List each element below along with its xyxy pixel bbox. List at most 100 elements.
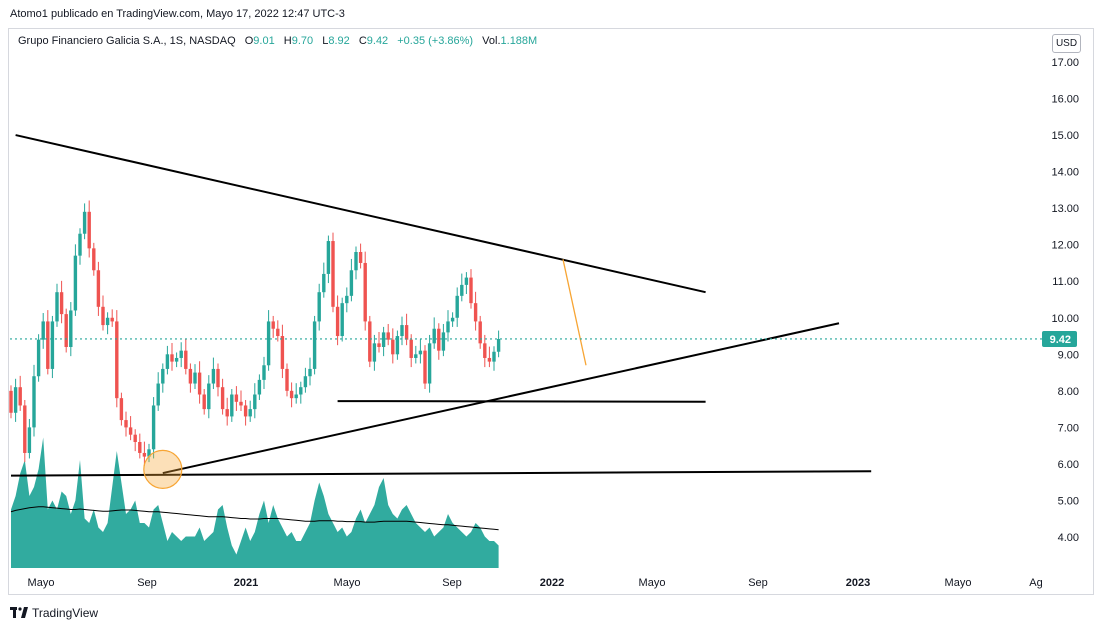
candle-body — [432, 328, 436, 344]
candle-body — [271, 321, 275, 329]
candle-body — [239, 401, 243, 406]
candle-body — [69, 310, 73, 347]
y-tick-label: 5.00 — [1058, 495, 1079, 507]
y-tick-label: 13.00 — [1051, 203, 1079, 215]
volume-area — [11, 437, 499, 568]
x-tick-label: Mayo — [945, 577, 972, 589]
candle-body — [441, 332, 446, 351]
close-label: C — [358, 35, 367, 47]
candle-body — [354, 252, 358, 271]
candle-body — [487, 357, 492, 362]
currency-button[interactable]: USD — [1052, 34, 1081, 53]
change-value: +0.35 (+3.86%) — [397, 35, 474, 47]
candle-body — [128, 427, 133, 435]
candle-body — [225, 409, 229, 417]
candle-body — [326, 241, 331, 274]
y-tick-label: 8.00 — [1058, 386, 1079, 398]
candle-body — [345, 295, 349, 304]
candle-body — [13, 387, 18, 413]
candle-body — [202, 394, 206, 410]
candle-body — [179, 350, 183, 358]
candle-body — [478, 321, 482, 344]
candle-body — [294, 394, 298, 399]
tradingview-logo-text: TradingView — [32, 606, 99, 620]
candle-body — [266, 321, 271, 366]
candle-body — [216, 368, 220, 388]
candle-body — [276, 328, 280, 337]
candle-body — [46, 321, 50, 369]
x-tick-label: 2022 — [540, 577, 564, 589]
candle-body — [473, 303, 478, 322]
candle-body — [423, 350, 427, 384]
candle-body — [257, 379, 262, 395]
y-tick-label: 16.00 — [1051, 94, 1079, 106]
candle-body — [248, 409, 252, 417]
candle-body — [455, 295, 459, 318]
y-tick-label: 10.00 — [1051, 313, 1079, 325]
candle-body — [317, 292, 321, 322]
candle-body — [82, 211, 87, 234]
candle-body — [161, 368, 165, 384]
candle-body — [377, 343, 381, 347]
candle-body — [188, 368, 193, 384]
candle-body — [124, 420, 128, 428]
candle-body — [492, 351, 496, 362]
candle-body — [73, 255, 78, 311]
open-value: 9.01 — [253, 35, 275, 47]
orange-trendline — [562, 259, 587, 366]
y-tick-label: 12.00 — [1051, 240, 1079, 252]
volume-label: Vol. — [482, 35, 501, 47]
candle-body — [23, 405, 27, 453]
candle-body — [32, 376, 36, 428]
candle-body — [36, 339, 41, 377]
candle-body — [450, 317, 455, 322]
volume-value: 1.188M — [500, 35, 538, 47]
candle-body — [105, 317, 110, 326]
candle-body — [207, 383, 211, 410]
candle-body — [18, 387, 22, 406]
x-tick-label: 2023 — [846, 577, 870, 589]
candle-body — [78, 233, 82, 256]
candle-body — [335, 306, 340, 337]
candle-body — [469, 277, 473, 304]
candle-body — [280, 336, 285, 369]
tradingview-logo: TradingView — [10, 606, 98, 620]
candle-body — [483, 343, 487, 358]
candle-body — [92, 248, 96, 271]
candle-body — [418, 350, 423, 355]
candle-body — [391, 339, 395, 355]
candle-body — [9, 390, 13, 413]
high-label: H — [283, 35, 292, 47]
candle-body — [289, 390, 294, 399]
candle-body — [87, 211, 91, 249]
candle-body — [460, 284, 464, 296]
candle-body — [262, 365, 266, 380]
candle-body — [395, 336, 400, 355]
candle-body — [133, 434, 137, 442]
candle-body — [147, 449, 151, 457]
volume-ma-line — [10, 506, 499, 531]
candle-body — [368, 321, 372, 362]
candle-body — [110, 317, 114, 322]
candle-body — [156, 383, 160, 406]
candle-body — [409, 339, 413, 358]
candle-body — [174, 357, 179, 362]
x-tick-label: 2021 — [234, 577, 258, 589]
candle-body — [115, 321, 119, 399]
x-tick-label: Ag — [1029, 577, 1042, 589]
candle-body — [404, 325, 409, 340]
candle-body — [170, 354, 174, 362]
chart-legend: Grupo Financiero Galicia S.A., 1S, NASDA… — [18, 35, 543, 47]
y-tick-label: 6.00 — [1058, 459, 1079, 471]
y-tick-label: 17.00 — [1051, 57, 1079, 69]
y-tick-label: 7.00 — [1058, 422, 1079, 434]
x-tick-label: Mayo — [639, 577, 666, 589]
candle-body — [119, 398, 124, 421]
candle-body — [41, 321, 45, 340]
candle-body — [253, 394, 257, 410]
candle-body — [414, 354, 418, 358]
candle-body — [464, 277, 469, 285]
x-tick-label: Mayo — [334, 577, 361, 589]
y-tick-label: 14.00 — [1051, 167, 1079, 179]
candle-body — [358, 252, 363, 263]
